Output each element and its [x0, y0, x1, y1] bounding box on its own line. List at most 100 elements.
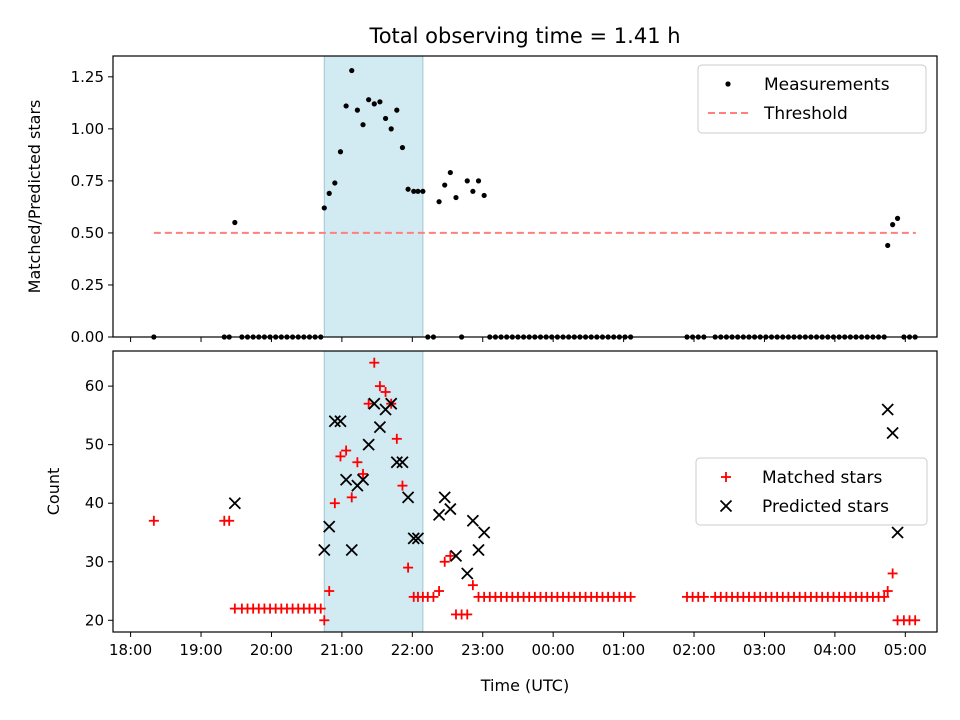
x-stroke-b	[891, 526, 904, 539]
measurement-point	[442, 182, 448, 188]
x-tick-label: 04:00	[813, 641, 856, 659]
legend-predicted-marker	[719, 499, 733, 513]
predicted-star-point	[449, 549, 463, 563]
x-stroke-b	[466, 514, 480, 527]
matched-star-point	[403, 562, 414, 573]
predicted-star-point	[438, 491, 451, 504]
x-stroke-b	[368, 397, 381, 410]
measurement-point	[371, 101, 377, 107]
ratio-y-axis-label: Matched/Predicted stars	[25, 100, 44, 294]
predicted-star-point	[328, 415, 341, 428]
matched-star-point	[224, 515, 235, 526]
matched-star-point	[445, 550, 456, 561]
x-stroke-b	[411, 532, 425, 545]
x-stroke-b	[328, 415, 341, 428]
x-tick-label: 23:00	[461, 641, 504, 659]
measurement-point	[411, 188, 417, 194]
matched-star-point	[397, 480, 408, 491]
x-stroke-b	[472, 543, 485, 557]
measurement-point	[399, 144, 406, 151]
matched-star-point	[391, 433, 402, 444]
matched-star-point	[319, 615, 330, 626]
predicted-star-point	[461, 567, 474, 580]
predicted-star-point	[396, 456, 409, 469]
y-tick-label: 0.50	[71, 224, 104, 242]
observing-window-span-top	[323, 55, 424, 338]
measurement-point	[420, 188, 426, 194]
measurement-point	[349, 67, 355, 74]
measurement-point	[470, 188, 476, 194]
predicted-star-point	[339, 473, 353, 486]
legend-plus-glyph	[721, 472, 731, 482]
matched-star-point	[428, 591, 439, 602]
matched-star-point	[148, 515, 159, 526]
measurement-point	[481, 192, 487, 199]
predicted-star-point	[891, 526, 904, 539]
measurement-point	[464, 178, 470, 184]
measurement-point	[354, 107, 360, 113]
count-points	[148, 357, 921, 626]
measurement-point	[890, 222, 896, 228]
matched-star-point	[363, 398, 374, 409]
x-stroke-b	[390, 456, 403, 469]
x-stroke-b	[345, 543, 358, 557]
y-tick-label: 30	[85, 553, 104, 571]
x-stroke-b	[719, 499, 733, 513]
predicted-star-point	[886, 426, 899, 440]
matched-star-point	[467, 580, 478, 591]
matched-star-point	[346, 492, 357, 503]
x-tick-label: 20:00	[250, 641, 293, 659]
predicted-star-point	[466, 514, 480, 527]
x-stroke-b	[362, 438, 375, 451]
matched-star-point	[434, 586, 445, 597]
x-tick-label: 22:00	[391, 641, 434, 659]
count-panel: 18:00 19:00 20:00 21:00 22:00 23:00 00:00 01:00…	[44, 350, 938, 659]
predicted-star-point	[432, 508, 446, 522]
y-tick-label: 20	[85, 611, 104, 629]
legend-threshold-label: Threshold	[763, 104, 848, 124]
y-tick-label: 0.00	[71, 328, 104, 346]
predicted-star-point	[318, 543, 331, 557]
matched-star-point	[887, 568, 898, 579]
matched-star-point	[374, 381, 385, 392]
ratio-panel-frame	[112, 55, 938, 338]
measurement-point	[885, 242, 891, 249]
count-panel-ticks: 18:00 19:00 20:00 21:00 22:00 23:00 00:00 01:00…	[85, 377, 927, 659]
predicted-star-point	[411, 532, 425, 545]
predicted-star-point	[345, 543, 358, 557]
measurement-point	[894, 215, 901, 221]
count-legend-box	[695, 457, 928, 526]
x-tick-label: 03:00	[743, 641, 786, 659]
predicted-star-point	[228, 497, 241, 510]
predicted-star-point	[368, 397, 381, 410]
ratio-panel-ticks: 0.00 0.25 0.50 0.75 1.00 1.25	[71, 68, 906, 346]
legend-measurements-marker	[725, 81, 731, 87]
count-panel-frame	[112, 350, 938, 633]
matched-star-point	[335, 451, 346, 462]
predicted-star-point	[323, 520, 336, 533]
predicted-star-point	[390, 456, 403, 469]
measurement-point	[332, 180, 338, 186]
predicted-star-point	[881, 403, 894, 416]
matched-star-point	[358, 468, 369, 479]
matched-star-point	[462, 609, 473, 620]
predicted-star-point	[407, 532, 420, 545]
ratio-legend: Measurements Threshold	[697, 64, 927, 134]
x-stroke-b	[385, 397, 398, 410]
predicted-star-point	[444, 502, 457, 516]
y-tick-label: 0.75	[71, 172, 104, 190]
x-stroke-b	[886, 426, 899, 440]
legend-predicted-label: Predicted stars	[762, 497, 889, 517]
measurement-point	[436, 199, 442, 205]
x-stroke-b	[356, 473, 370, 486]
x-tick-label: 19:00	[179, 641, 222, 659]
x-stroke-b	[334, 415, 347, 428]
predicted-star-point	[385, 397, 398, 410]
predicted-star-point	[472, 543, 485, 557]
measurement-point	[382, 115, 389, 122]
matched-star-point	[352, 457, 363, 468]
matched-star-point	[439, 556, 450, 567]
x-tick-label: 21:00	[320, 641, 363, 659]
predicted-star-point	[373, 420, 387, 434]
x-stroke-b	[449, 549, 463, 563]
